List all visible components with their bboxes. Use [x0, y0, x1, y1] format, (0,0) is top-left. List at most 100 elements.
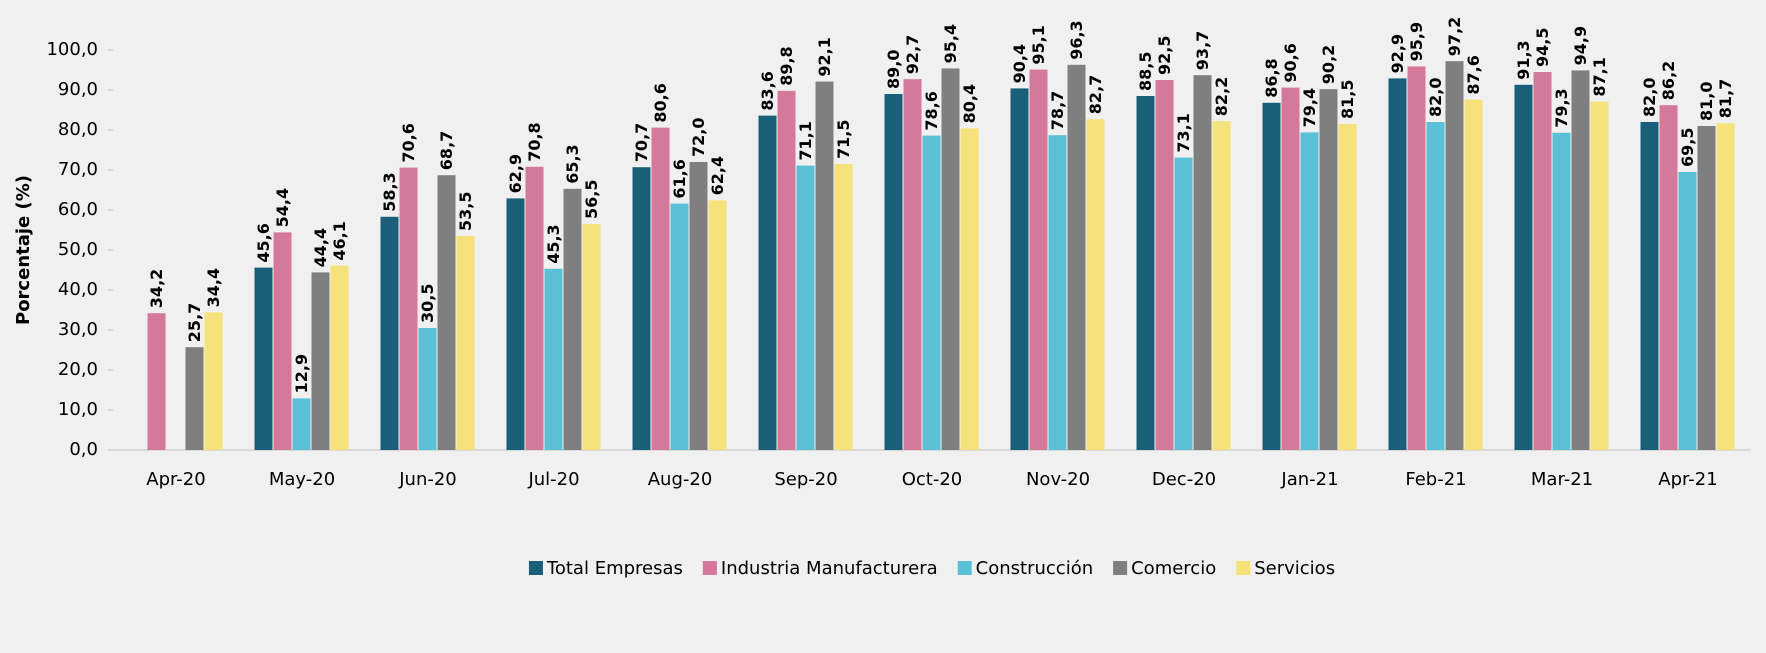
y-tick-label: 30,0 — [58, 319, 98, 340]
bar — [204, 312, 223, 450]
value-label: 45,6 — [254, 223, 273, 262]
value-label: 95,4 — [941, 24, 960, 63]
bar — [796, 165, 815, 450]
bar — [380, 216, 399, 450]
value-label: 82,0 — [1640, 78, 1659, 117]
value-label: 81,5 — [1338, 80, 1357, 119]
legend-label: Servicios — [1254, 558, 1335, 579]
value-label: 53,5 — [456, 192, 475, 231]
bar — [1155, 80, 1174, 450]
value-label: 80,6 — [651, 83, 670, 122]
value-label: 92,7 — [903, 35, 922, 74]
bar — [1514, 84, 1533, 451]
value-label: 92,9 — [1388, 34, 1407, 73]
value-label: 34,4 — [204, 268, 223, 307]
bar — [1678, 172, 1697, 450]
value-label: 72,0 — [689, 118, 708, 157]
bar — [254, 267, 273, 450]
bar — [1193, 75, 1212, 450]
bar — [1590, 101, 1609, 450]
y-tick-label: 50,0 — [58, 239, 98, 260]
legend-label: Total Empresas — [546, 558, 683, 579]
bar — [1697, 126, 1716, 450]
bar — [1571, 70, 1590, 451]
value-label: 69,5 — [1678, 128, 1697, 167]
value-label: 56,5 — [582, 180, 601, 219]
x-tick-label: Oct-20 — [902, 469, 963, 490]
value-label: 89,8 — [777, 46, 796, 85]
value-label: 62,4 — [708, 156, 727, 195]
value-label: 71,1 — [796, 121, 815, 160]
bar — [1067, 64, 1086, 451]
bar — [437, 175, 456, 450]
y-tick-label: 90,0 — [58, 79, 98, 100]
bar — [1136, 96, 1155, 450]
value-label: 58,3 — [380, 172, 399, 211]
bar — [1716, 123, 1735, 450]
bar — [1407, 66, 1426, 451]
bar — [1640, 122, 1659, 450]
bar — [147, 313, 166, 450]
value-label: 82,2 — [1212, 77, 1231, 116]
x-tick-label: Apr-20 — [146, 469, 205, 490]
value-label: 81,7 — [1716, 79, 1735, 118]
value-label: 94,9 — [1571, 26, 1590, 65]
value-label: 95,1 — [1029, 25, 1048, 64]
bar — [708, 200, 727, 450]
bar — [960, 128, 979, 450]
bar — [941, 68, 960, 451]
legend-swatch — [1113, 561, 1128, 575]
x-tick-label: Aug-20 — [648, 469, 713, 490]
bar — [582, 224, 601, 450]
y-tick-label: 0,0 — [69, 439, 98, 460]
bar — [670, 203, 689, 450]
value-label: 61,6 — [670, 159, 689, 198]
legend-label: Industria Manufacturera — [721, 558, 938, 579]
bar — [1048, 135, 1067, 450]
bar — [1388, 78, 1407, 451]
value-label: 25,7 — [185, 303, 204, 342]
value-label: 80,4 — [960, 84, 979, 123]
bar — [1319, 89, 1338, 450]
value-label: 34,2 — [147, 269, 166, 308]
value-label: 54,4 — [273, 188, 292, 227]
legend-swatch — [957, 561, 972, 575]
y-tick-label: 100,0 — [46, 39, 98, 60]
value-label: 46,1 — [330, 221, 349, 260]
y-axis-title: Porcentaje (%) — [13, 175, 34, 325]
bar — [1010, 88, 1029, 451]
bar — [1262, 102, 1281, 451]
value-label: 81,0 — [1697, 82, 1716, 121]
bar — [884, 94, 903, 450]
x-tick-label: Apr-21 — [1658, 469, 1717, 490]
value-label: 62,9 — [506, 154, 525, 193]
value-label: 90,6 — [1281, 43, 1300, 82]
bar — [330, 265, 349, 450]
x-tick-label: Jun-20 — [398, 469, 457, 490]
bar — [1552, 132, 1571, 451]
bar — [1464, 99, 1483, 450]
value-label: 70,8 — [525, 122, 544, 161]
y-tick-label: 40,0 — [58, 279, 98, 300]
bar — [1174, 157, 1193, 450]
bar — [506, 198, 525, 450]
y-tick-label: 70,0 — [58, 159, 98, 180]
value-label: 89,0 — [884, 50, 903, 89]
legend-swatch — [528, 561, 543, 575]
bar — [292, 398, 311, 450]
bar — [185, 347, 204, 450]
bar — [815, 81, 834, 450]
x-tick-label: Mar-21 — [1531, 469, 1593, 490]
bar — [1659, 105, 1678, 450]
value-label: 86,8 — [1262, 58, 1281, 97]
bar — [544, 268, 563, 450]
value-label: 90,4 — [1010, 44, 1029, 83]
bar — [1338, 124, 1357, 450]
legend-swatch — [1236, 561, 1251, 575]
bar — [689, 162, 708, 450]
bar — [1445, 61, 1464, 450]
value-label: 96,3 — [1067, 20, 1086, 59]
x-tick-label: Feb-21 — [1405, 469, 1466, 490]
